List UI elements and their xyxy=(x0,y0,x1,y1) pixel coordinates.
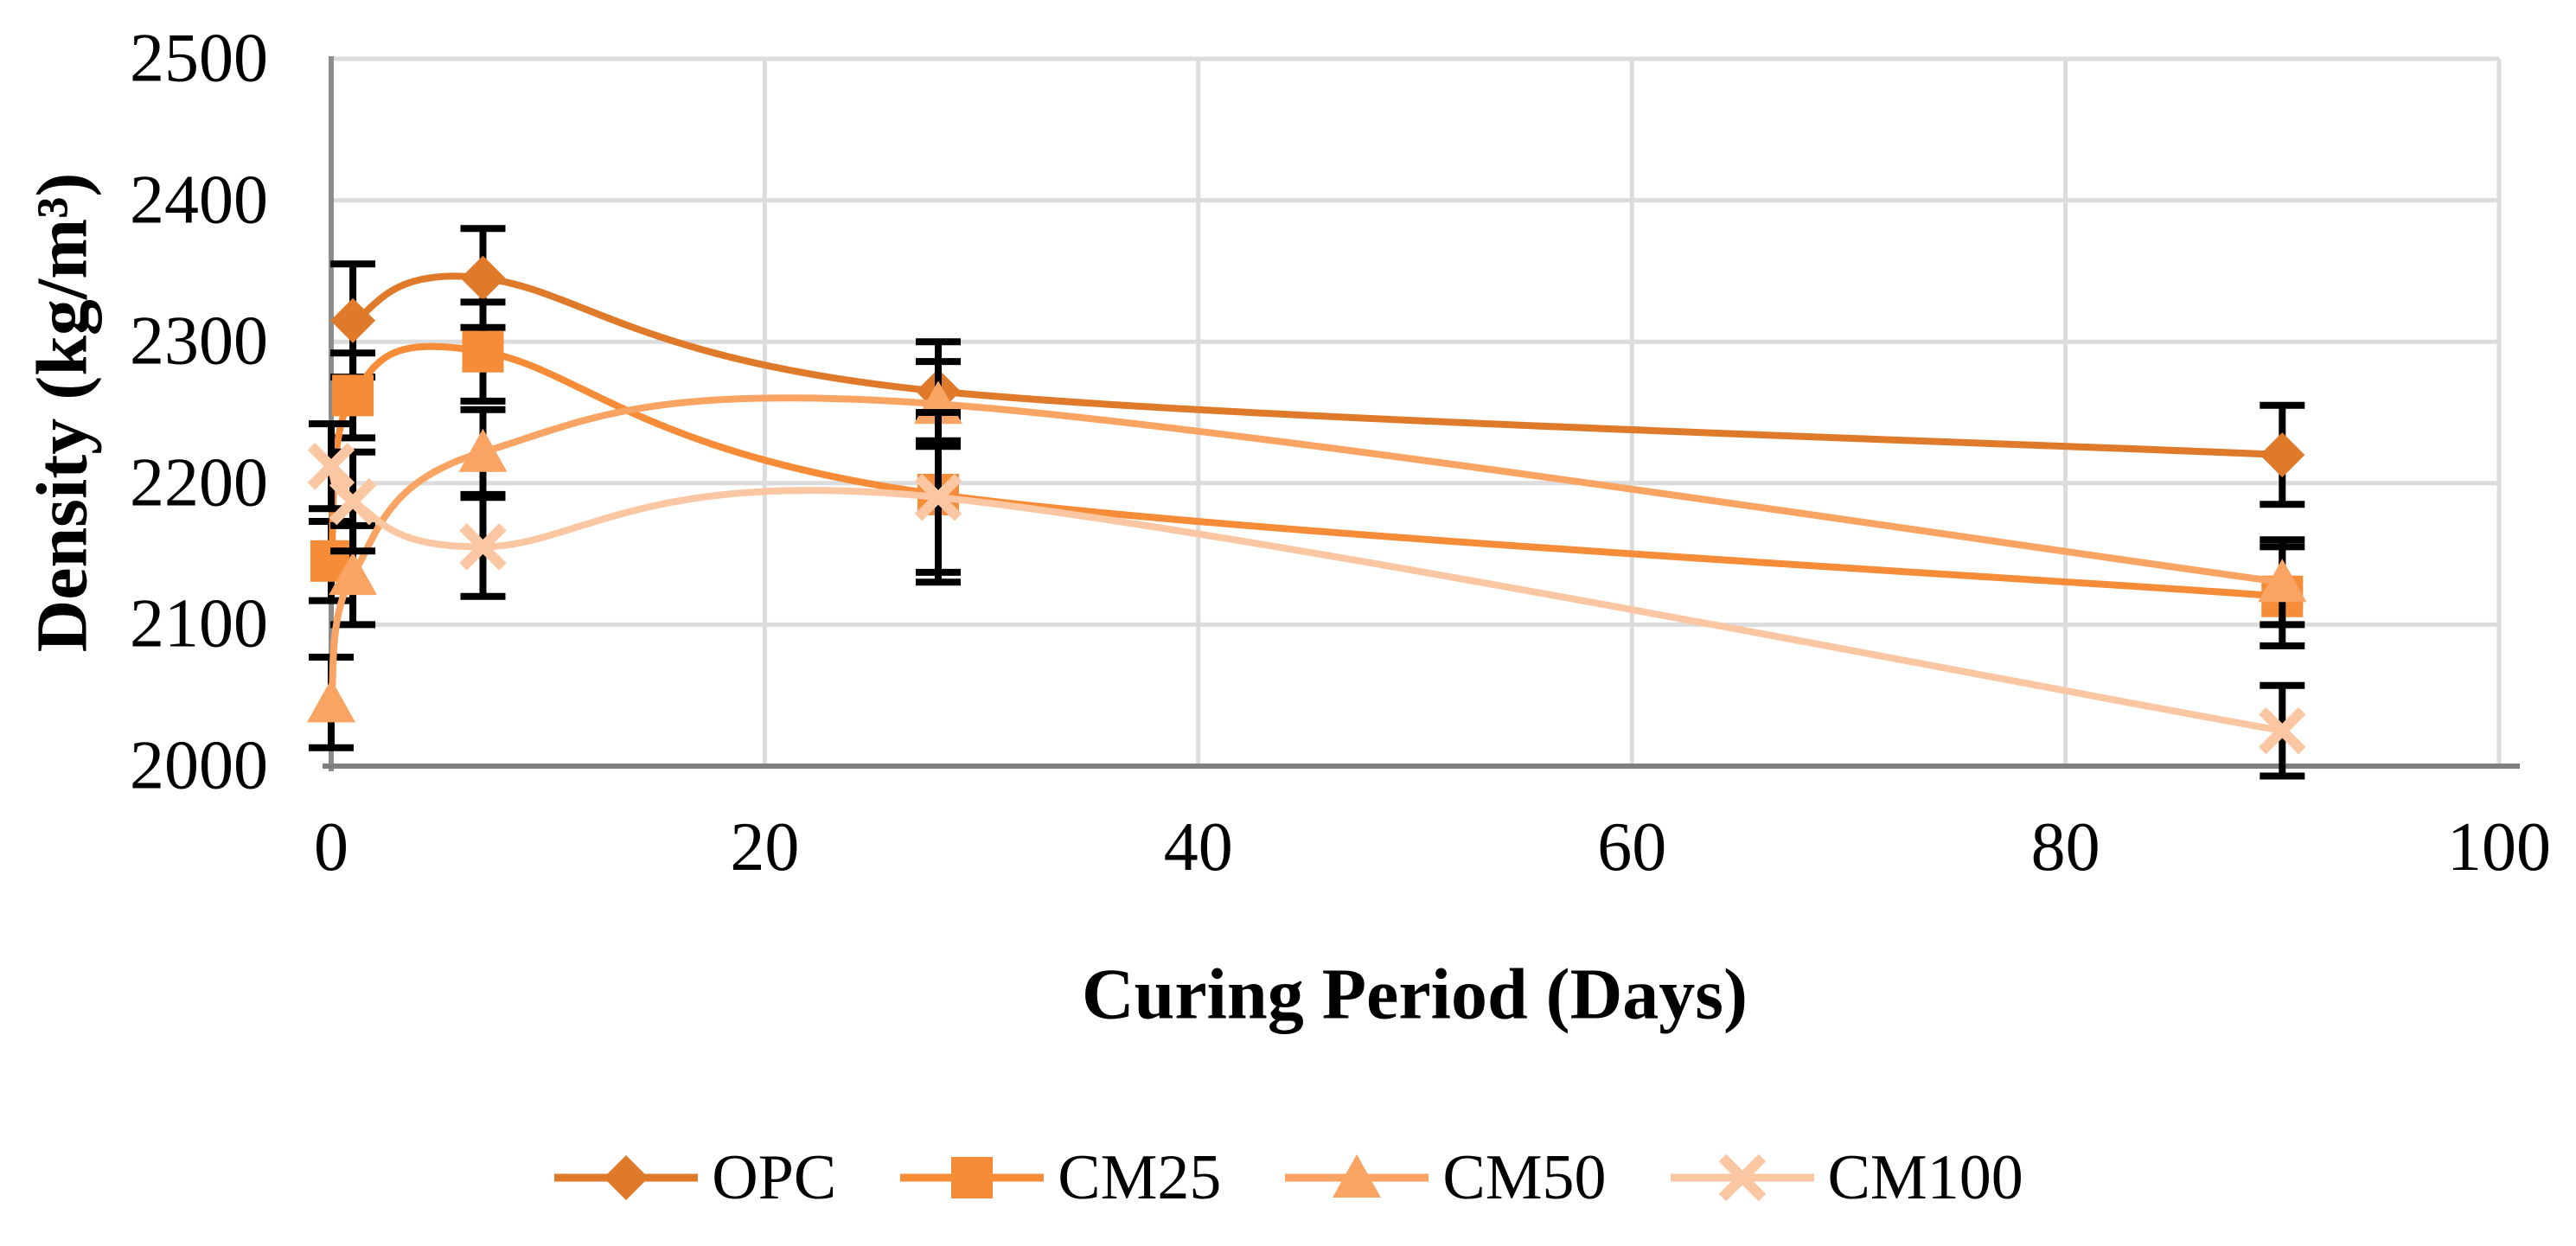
cm50-triangle-marker xyxy=(2258,559,2307,603)
legend-label: CM50 xyxy=(1442,1141,1607,1213)
error-bars-cm100 xyxy=(309,409,2305,780)
series-line-cm25 xyxy=(328,342,2283,600)
x-tick-label: 80 xyxy=(2030,809,2100,885)
opc-diamond-marker xyxy=(2260,432,2305,478)
cm50-triangle-marker xyxy=(329,552,378,596)
x-tick-label: 100 xyxy=(2447,809,2551,885)
cm50-legend-triangle-marker xyxy=(1333,1154,1382,1198)
y-tick-label: 2500 xyxy=(130,20,268,97)
error-bars-cm25 xyxy=(309,298,2305,649)
opc-diamond-marker xyxy=(460,255,506,301)
legend-marker-icon xyxy=(554,1155,699,1200)
legend-marker-icon xyxy=(1285,1154,1429,1198)
y-tick-label: 2200 xyxy=(130,444,268,521)
cm100-x-marker xyxy=(307,442,355,490)
y-axis-title: Density (kg/m³) xyxy=(22,172,103,653)
cm100-x-marker xyxy=(329,477,377,526)
error-bars-opc xyxy=(330,225,2305,508)
x-tick-label: 0 xyxy=(314,809,348,885)
series-line-cm100 xyxy=(328,464,2283,735)
legend-item-opc: OPC xyxy=(553,1130,836,1225)
y-tick-label: 2100 xyxy=(130,585,268,662)
legend-label: CM25 xyxy=(1058,1141,1222,1213)
legend-item-cm25: CM25 xyxy=(898,1130,1221,1225)
x-tick-label: 20 xyxy=(730,809,800,885)
cm100-x-marker xyxy=(2259,706,2306,755)
y-tick-label: 2300 xyxy=(130,303,268,380)
cm50-triangle-marker xyxy=(458,428,508,472)
cm100-x-marker xyxy=(459,523,507,571)
x-tick-label: 40 xyxy=(1163,809,1233,885)
legend-item-cm100: CM100 xyxy=(1669,1130,2023,1225)
cm100-legend-x-marker xyxy=(1718,1153,1766,1202)
cm100-x-marker xyxy=(914,473,962,521)
opc-diamond-marker xyxy=(330,297,376,343)
legend-label: OPC xyxy=(712,1141,837,1213)
cm25-square-marker xyxy=(462,330,504,373)
series-line-opc xyxy=(351,272,2283,459)
cm50-triangle-marker xyxy=(307,679,355,723)
legend-marker-icon xyxy=(1670,1153,1814,1202)
cm25-legend-square-marker xyxy=(951,1157,994,1198)
legend-marker-icon xyxy=(900,1157,1045,1198)
opc-legend-diamond-marker xyxy=(604,1155,649,1200)
x-tick-label: 60 xyxy=(1597,809,1667,885)
legend: OPC CM25 CM50 CM100 xyxy=(0,1130,2576,1225)
y-tick-label: 2400 xyxy=(130,162,268,239)
y-tick-label: 2000 xyxy=(130,727,268,804)
x-axis-title: Curing Period (Days) xyxy=(1082,954,1748,1035)
legend-label: CM100 xyxy=(1827,1141,2023,1213)
cm25-square-marker xyxy=(332,374,374,417)
legend-item-cm50: CM50 xyxy=(1283,1130,1607,1225)
